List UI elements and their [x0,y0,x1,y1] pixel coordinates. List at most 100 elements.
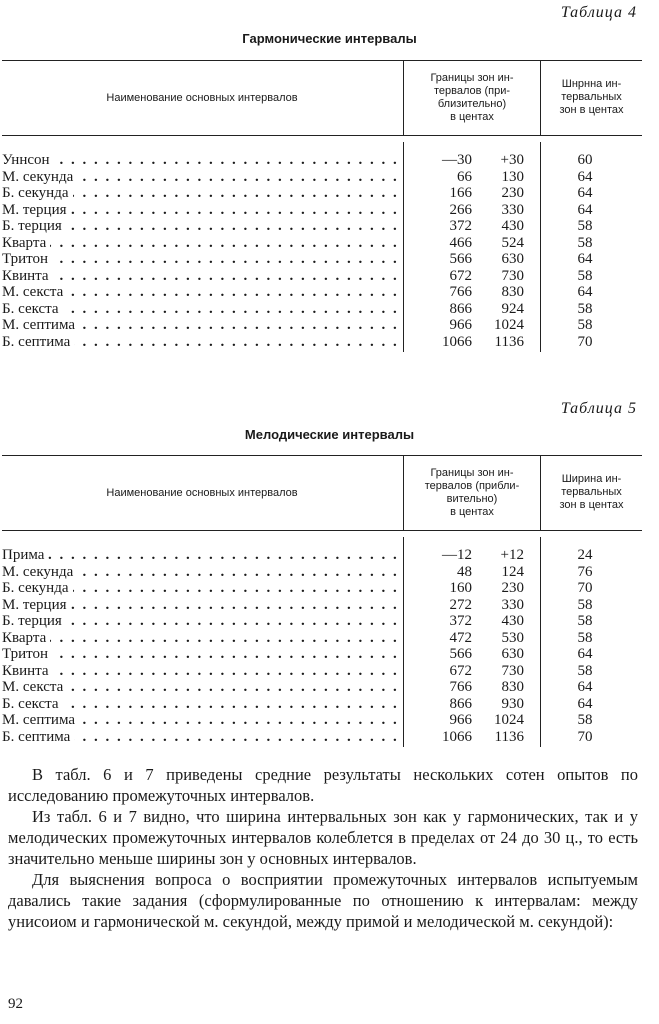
lower-bound: 372 [449,218,473,234]
lower-bound: 566 [449,646,473,662]
interval-name: Тритон [2,646,53,662]
lower-bound: 672 [449,267,473,284]
lower-bound: 66 [457,168,472,185]
header-line: близительно) [437,98,507,110]
zone-width: 58 [577,267,593,284]
upper-bound: 330 [501,201,525,218]
interval-name: М. секунда [2,563,78,580]
table-row: М. секунда 48 124 76 [2,563,642,581]
lower-bound: 566 [449,251,473,267]
interval-name: Б. терция [2,613,66,629]
zone-width: 58 [577,234,593,251]
body-text: В табл. 6 и 7 приведены средние результа… [8,764,638,932]
lower-bound: 766 [449,284,473,300]
column-divider [403,142,404,352]
upper-bound: 1024 [494,317,524,333]
upper-bound: 930 [501,695,525,712]
interval-name: Кварта [2,234,51,251]
column-divider [540,455,541,530]
upper-bound: 630 [501,251,525,267]
header-line: тервальных [561,91,622,103]
lower-bound: 466 [449,234,473,251]
upper-bound: 230 [501,185,525,201]
upper-bound: 1136 [494,728,524,745]
header-width: Ширина ин-тервальных зон в центах [541,473,642,512]
upper-bound: 330 [501,596,525,613]
header-bounds: Границы зон ин-тервалов (прибли-вительно… [404,467,540,519]
header-line: зон в центах [559,499,624,511]
zone-width: 64 [577,168,593,185]
header-rule [2,530,642,531]
table-4-title: Гармонические интервалы [242,31,417,46]
table-row: М. секста 766 830 64 [2,679,642,696]
table-row: Б. секста 866 924 58 [2,300,642,318]
header-line: зон в центах [559,104,624,116]
interval-name: Б. секста [2,695,63,712]
interval-name: М. септима [2,317,79,333]
top-rule [2,60,642,61]
header-line: тервальных [561,486,622,498]
upper-bound: 524 [501,234,525,251]
table-row: Б. терция 372 430 58 [2,613,642,630]
zone-width: 58 [577,613,593,629]
lower-bound: —12 [442,547,472,563]
table-row: М. септима 966 1024 58 [2,712,642,729]
interval-name: М. секста [2,679,68,695]
interval-name: М. секунда [2,168,78,185]
lower-bound: 266 [449,201,473,218]
zone-width: 60 [577,152,593,168]
upper-bound: 630 [501,646,525,662]
header-name: Наименование основных интервалов [106,487,298,499]
table-row: М. секста 766 830 64 [2,284,642,301]
zone-width: 58 [577,317,593,333]
upper-bound: 1024 [494,712,524,728]
table-row: Тритон 566 630 64 [2,251,642,268]
header-line: вительно) [446,493,498,505]
column-divider [540,142,541,352]
header-line: в центах [450,506,494,518]
zone-width: 64 [577,185,593,201]
interval-name: Б. секунда [2,580,73,596]
column-divider [540,537,541,747]
table-row: Квинта 672 730 58 [2,267,642,285]
header-width: Шнрнна ин-тервальных зон в центах [541,78,642,117]
table-row: Тритон 566 630 64 [2,646,642,663]
upper-bound: 730 [501,662,525,679]
table-row: Б. секста 866 930 64 [2,695,642,713]
interval-name: Б. терция [2,218,66,234]
column-divider [540,60,541,135]
header-line: тервалов (при- [433,85,511,97]
paragraph: Для выяснения вопроса о восприятии проме… [8,870,638,931]
lower-bound: 166 [449,185,473,201]
lower-bound: 866 [449,695,473,712]
upper-bound: 430 [501,218,525,234]
upper-bound: +30 [500,152,524,168]
upper-bound: +12 [500,547,524,563]
zone-width: 24 [577,547,593,563]
top-rule [2,455,642,456]
lower-bound: 766 [449,679,473,695]
lower-bound: 672 [449,662,473,679]
table-row: Б. септима 1066 1136 70 [2,333,642,351]
upper-bound: 830 [501,284,525,300]
upper-bound: 1136 [494,333,524,350]
header-line: Границы зон ин- [430,467,514,479]
upper-bound: 830 [501,679,525,695]
lower-bound: 160 [449,580,473,596]
zone-width: 64 [577,251,593,267]
interval-name: М. секста [2,284,68,300]
zone-width: 58 [577,662,593,679]
zone-width: 64 [577,695,593,712]
header-bounds: Границы зон ин-тервалов (при-близительно… [404,72,540,124]
zone-width: 64 [577,201,593,218]
table-5: Наименование основных интервалов Границы … [2,455,642,755]
table-row: М. септима 966 1024 58 [2,317,642,334]
lower-bound: 472 [449,629,473,646]
table-row: М. терция 272 330 58 [2,596,642,614]
lower-bound: —30 [442,152,472,168]
table-row: Б. септима 1066 1136 70 [2,728,642,746]
lower-bound: 966 [449,317,473,333]
header-line: Шнрнна ин- [561,78,622,90]
table-row: Квинта 672 730 58 [2,662,642,680]
interval-name: Б. септима [2,333,75,350]
